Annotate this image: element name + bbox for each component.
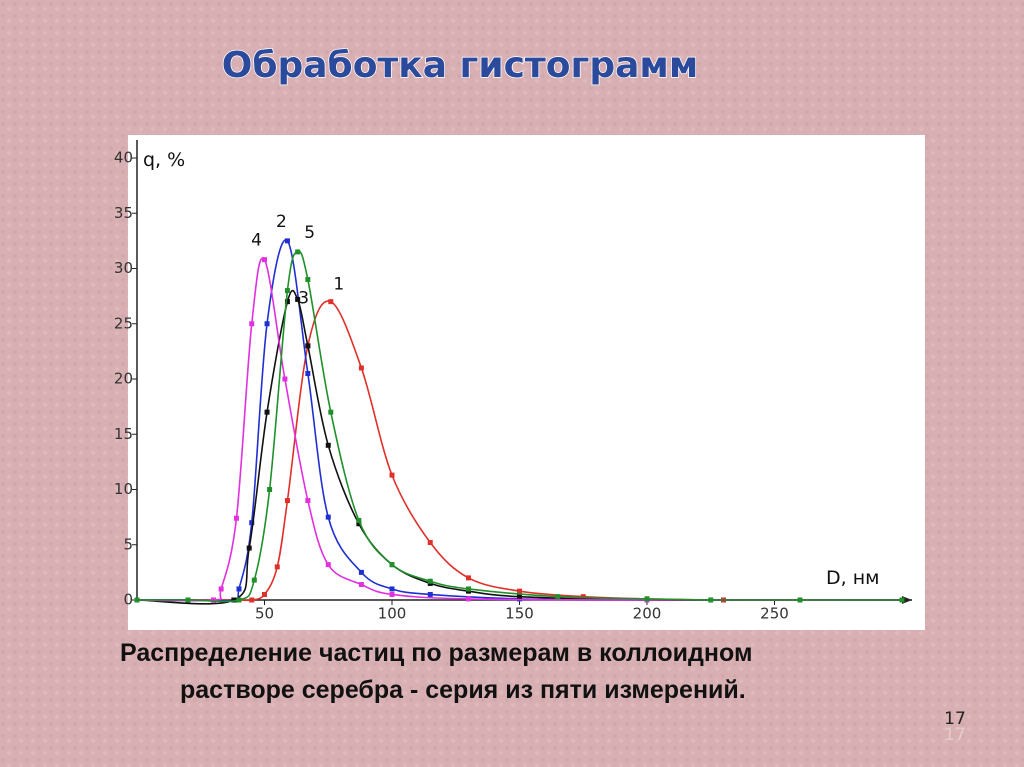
data-point xyxy=(305,498,311,504)
slide-number-shadow: 17 xyxy=(944,725,966,745)
slide-title: Обработка гистограмм xyxy=(222,45,699,86)
caption-line: растворе серебра - серия из пяти измерен… xyxy=(180,676,746,704)
data-point xyxy=(295,296,301,302)
data-point xyxy=(231,597,237,603)
data-point xyxy=(356,517,362,523)
data-point xyxy=(218,586,224,592)
data-point xyxy=(328,299,334,305)
series-line xyxy=(136,257,903,602)
data-point xyxy=(251,577,257,583)
data-point xyxy=(211,597,216,603)
data-point xyxy=(517,594,522,600)
data-point xyxy=(134,597,140,603)
data-point xyxy=(555,594,561,600)
y-tick-label: 35 xyxy=(114,204,133,222)
slide-number: 17 xyxy=(944,709,966,729)
data-point xyxy=(325,562,331,568)
data-point xyxy=(185,597,191,603)
data-point xyxy=(262,257,267,263)
series-label: 3 xyxy=(298,288,309,308)
series-label: 1 xyxy=(333,275,344,295)
data-point xyxy=(249,597,255,603)
data-point xyxy=(325,442,331,448)
x-tick-label: 100 xyxy=(378,605,407,623)
data-point xyxy=(284,238,290,244)
y-tick-label: 20 xyxy=(114,370,133,388)
data-point xyxy=(249,321,255,327)
series-line xyxy=(136,250,902,603)
data-point xyxy=(466,596,471,602)
y-tick-label: 5 xyxy=(123,535,133,553)
data-point xyxy=(264,409,270,415)
data-point xyxy=(356,521,362,527)
data-point xyxy=(389,472,395,478)
data-point xyxy=(708,597,714,603)
y-tick-label: 40 xyxy=(114,149,133,167)
x-tick-label: 250 xyxy=(760,605,789,623)
data-point xyxy=(517,588,522,594)
data-point xyxy=(427,591,433,597)
data-point xyxy=(328,409,334,415)
data-point xyxy=(389,586,395,592)
data-point xyxy=(236,597,242,603)
y-tick-label: 10 xyxy=(114,480,133,498)
data-point xyxy=(358,569,364,575)
caption-line: Распределение частиц по размерам в колло… xyxy=(120,639,752,667)
data-point xyxy=(274,564,280,570)
data-point xyxy=(305,277,311,283)
data-point xyxy=(282,376,288,382)
data-point xyxy=(284,299,290,305)
data-point xyxy=(427,540,433,546)
data-point xyxy=(305,370,311,376)
y-tick-label: 15 xyxy=(114,425,133,443)
data-point xyxy=(284,498,290,504)
data-point xyxy=(233,515,239,521)
data-point xyxy=(295,249,301,255)
x-tick-label: 150 xyxy=(505,605,534,623)
y-tick-label: 25 xyxy=(114,314,133,332)
data-point xyxy=(389,562,395,568)
x-tick-label: 50 xyxy=(255,605,274,623)
data-point xyxy=(236,586,242,592)
data-point xyxy=(358,582,364,588)
x-axis-label: D, нм xyxy=(826,567,879,589)
x-tick-label: 200 xyxy=(633,605,662,623)
series-label: 5 xyxy=(304,223,315,243)
y-axis-label: q, % xyxy=(143,149,185,171)
data-point xyxy=(644,596,650,602)
data-point xyxy=(389,591,395,597)
data-point xyxy=(325,514,331,520)
data-point xyxy=(797,597,803,603)
data-point xyxy=(305,343,311,349)
data-point xyxy=(264,321,270,327)
data-point xyxy=(580,594,586,600)
data-point xyxy=(262,591,267,597)
y-tick-label: 0 xyxy=(123,591,133,609)
series-label: 2 xyxy=(276,212,287,232)
data-point xyxy=(899,597,905,603)
y-tick-label: 30 xyxy=(114,259,133,277)
data-point xyxy=(246,545,252,551)
data-point xyxy=(267,487,273,492)
data-point xyxy=(466,586,471,592)
data-point xyxy=(249,520,255,526)
data-point xyxy=(427,578,433,584)
data-point xyxy=(466,575,471,581)
data-point xyxy=(358,365,364,371)
data-point xyxy=(284,288,290,294)
series-label: 4 xyxy=(251,231,262,251)
